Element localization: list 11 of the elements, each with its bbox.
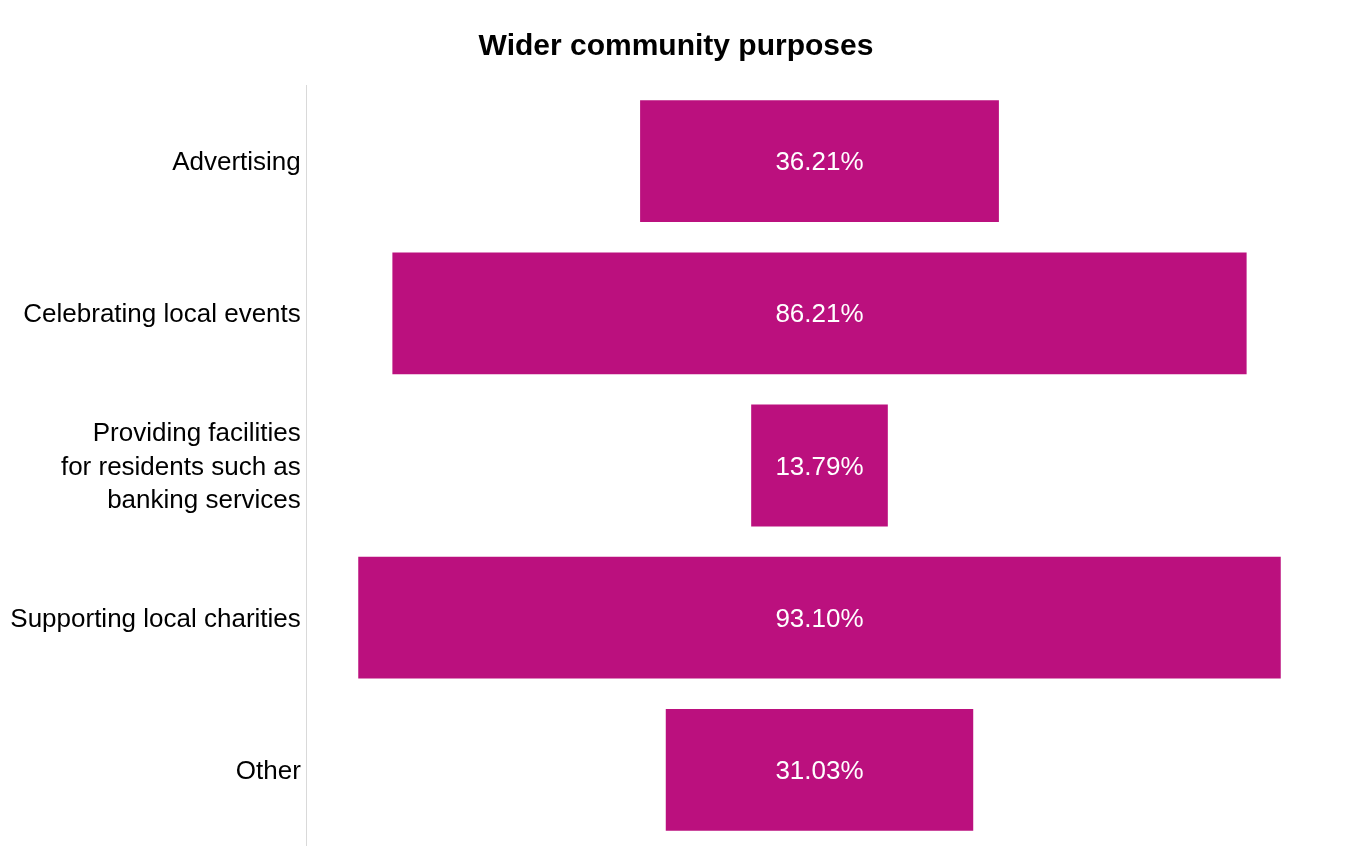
data-label: 13.79% — [775, 450, 864, 481]
category-label: Supporting local charities — [10, 602, 301, 633]
data-label: 31.03% — [775, 754, 864, 785]
category-label: Celebrating local events — [23, 298, 301, 329]
category-label: Advertising — [172, 146, 301, 177]
data-label: 86.21% — [775, 298, 864, 329]
data-label: 93.10% — [775, 602, 864, 633]
data-label: 36.21% — [775, 146, 864, 177]
category-label: Other — [235, 755, 302, 785]
category-label: Providing facilities for residents such as banking services — [60, 416, 301, 515]
text: Wider community purposes — [478, 28, 874, 62]
